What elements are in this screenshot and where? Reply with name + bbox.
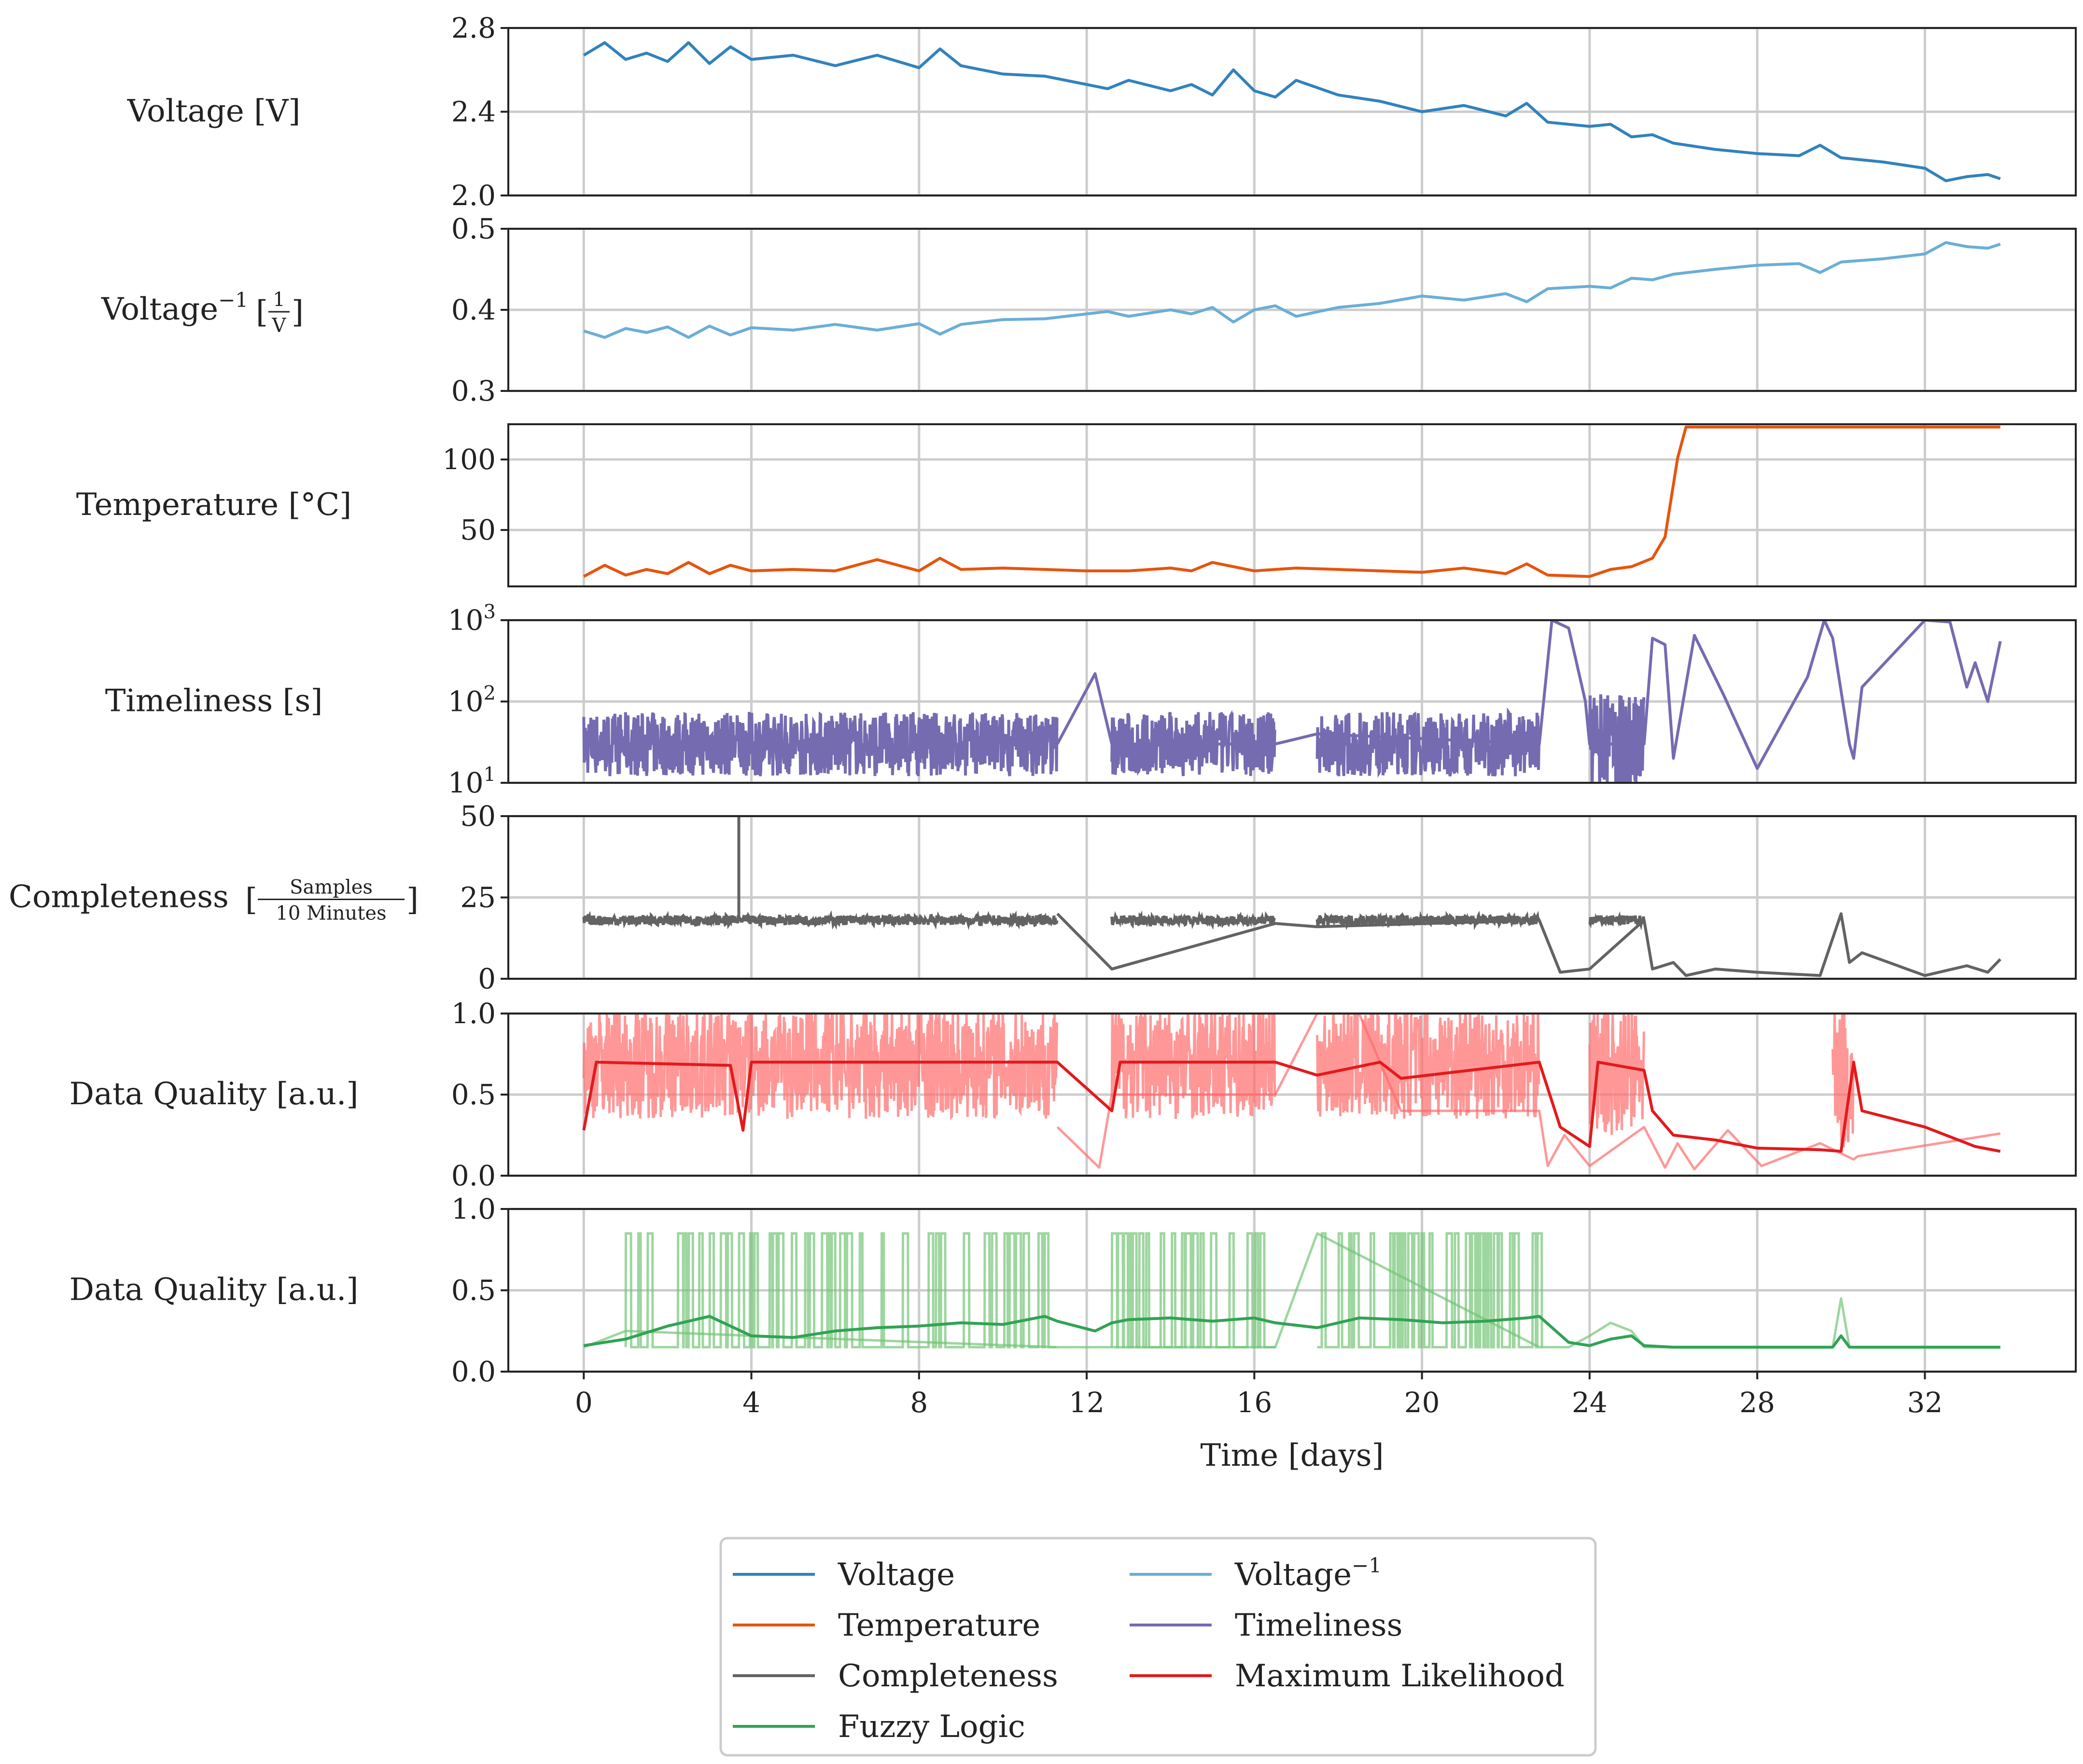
series-ml_raw-segment (1316, 1014, 1540, 1119)
y-tick-label: 0.4 (451, 293, 496, 326)
legend-label: Maximum Likelihood (1235, 1658, 1565, 1694)
x-tick-label: 24 (1572, 1386, 1608, 1419)
x-tick-label: 28 (1739, 1386, 1775, 1419)
series-ml (582, 1060, 2001, 1153)
svg-text:1: 1 (273, 289, 285, 311)
y-tick-label: 25 (460, 881, 496, 914)
legend: Voltage Voltage−1 Temperature Timeliness Com… (719, 1537, 1597, 1757)
plot-area (583, 241, 2001, 339)
x-tick-label: 32 (1907, 1386, 1943, 1419)
plot-area (583, 1232, 2000, 1349)
y-tick-label: 2.0 (451, 179, 496, 212)
series-ml_raw-segment (582, 1014, 1059, 1121)
series-fuzzy_raw-segment (1317, 1232, 1543, 1348)
series-timeliness-segment (1315, 707, 1540, 778)
panel-dq_fuzzy: 0.0 0.5 1.0 Data Quality [a.u.] (70, 1193, 2077, 1388)
legend-label: Timeliness (1235, 1608, 1402, 1643)
x-tick-label: 0 (575, 1386, 593, 1419)
y-tick-label: 102 (448, 682, 496, 718)
svg-text:V: V (272, 315, 287, 337)
y-tick-label: 0.0 (451, 1355, 496, 1388)
series-completeness-segment (1315, 910, 1540, 931)
legend-frame (719, 1537, 1597, 1757)
series-temperature (583, 425, 2000, 578)
y-tick-label: 0.5 (451, 212, 496, 245)
y-tick-label: 2.4 (451, 96, 496, 128)
series-ml_raw-segment (1588, 1014, 1645, 1135)
series-completeness-segment (1588, 911, 1646, 931)
y-tick-label: 0.5 (451, 1274, 496, 1307)
plot-area (583, 425, 2000, 578)
y-tick-label: 0 (478, 962, 496, 995)
plot-area (583, 41, 2001, 182)
axes-frame (507, 27, 2077, 196)
svg-text:]: ] (292, 294, 304, 330)
svg-text:Voltage−1: Voltage−1 (101, 288, 248, 327)
axes-frame (507, 1208, 2077, 1373)
x-tick-label: 12 (1069, 1386, 1104, 1419)
x-tick-label: 8 (910, 1386, 928, 1419)
svg-text:10 Minutes: 10 Minutes (276, 903, 386, 925)
series-fuzzy_raw-segment (624, 1232, 1057, 1348)
svg-text:[: [ (256, 294, 268, 330)
y-tick-label: 0.3 (451, 375, 496, 407)
legend-label: Completeness (838, 1658, 1058, 1694)
y-axis-label: Voltage [V] (127, 94, 301, 129)
plot-area (582, 1014, 2001, 1171)
series-voltage (583, 41, 2001, 182)
y-axis-label: Data Quality [a.u.] (70, 1076, 359, 1112)
y-tick-label: 100 (442, 443, 496, 476)
x-tick-label: 20 (1404, 1386, 1440, 1419)
series-timeliness-segment (1588, 694, 1646, 783)
legend-label: Voltage (838, 1557, 955, 1593)
axes-frame (507, 815, 2077, 980)
series-timeliness-segment (1110, 710, 1276, 777)
y-tick-label: 1.0 (451, 1193, 496, 1225)
y-tick-label: 103 (448, 601, 496, 637)
series-completeness (1056, 912, 2001, 977)
panel-voltage: 2.0 2.4 2.8 Voltage [V] (127, 12, 2077, 212)
axes-frame (507, 1013, 2077, 1177)
series-completeness-segment (582, 910, 1059, 931)
y-tick-label: 50 (460, 800, 496, 833)
series-fuzzy (583, 1315, 2000, 1349)
panel-completeness: 0 25 50 Completeness [ Samples 10 Minutes] (9, 800, 2077, 995)
panel-timeliness: 101 102 103 Timeliness [s] (105, 601, 2077, 799)
legend-label: Temperature (838, 1608, 1040, 1643)
x-tick-label: 16 (1236, 1386, 1272, 1419)
y-axis-label: Voltage−1[1 V] (101, 288, 304, 337)
svg-text:Samples: Samples (290, 876, 373, 899)
panel-dq_ml: 0.0 0.5 1.0 Data Quality [a.u.] (70, 997, 2077, 1192)
svg-text:Completeness: Completeness (9, 879, 229, 915)
y-axis-label: Temperature [°C] (76, 487, 352, 523)
plot-area (582, 620, 2002, 783)
y-tick-label: 101 (448, 764, 496, 799)
x-tick-label: 4 (742, 1386, 760, 1419)
legend-label: Voltage−1 (1234, 1554, 1382, 1593)
y-tick-label: 1.0 (451, 997, 496, 1030)
y-tick-label: 2.8 (451, 12, 496, 44)
series-voltage_inv (583, 241, 2001, 339)
panel-temperature: 50 100 Temperature [°C] (76, 423, 2077, 587)
y-tick-label: 50 (460, 514, 496, 546)
axes-frame (507, 423, 2077, 587)
svg-text:]: ] (406, 882, 419, 918)
series-completeness-segment (1110, 910, 1276, 930)
plot-area (582, 816, 2001, 977)
series-fuzzy_raw (583, 1232, 2000, 1348)
axes-frame (507, 228, 2077, 392)
y-tick-label: 0.0 (451, 1159, 496, 1192)
y-axis-label: Timeliness [s] (105, 683, 323, 719)
svg-text:[: [ (245, 882, 257, 918)
panel-voltage_inv: 0.3 0.4 0.5 Voltage−1[1 V] (101, 212, 2077, 407)
legend-label: Fuzzy Logic (838, 1709, 1025, 1745)
series-timeliness-segment (582, 711, 1059, 777)
x-axis-label: Time [days] (1200, 1438, 1384, 1473)
y-tick-label: 0.5 (451, 1078, 496, 1111)
y-axis-label: Data Quality [a.u.] (70, 1272, 359, 1308)
axes-frame (507, 619, 2077, 784)
y-axis-label: Completeness [ Samples 10 Minutes] (9, 876, 419, 925)
